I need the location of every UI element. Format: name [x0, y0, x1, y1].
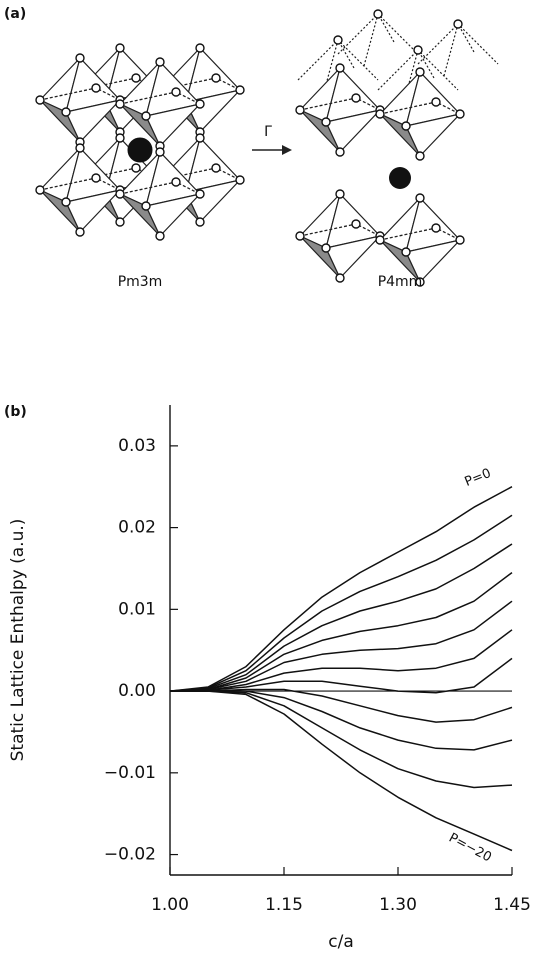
y-axis-label: Static Lattice Enthalpy (a.u.) [8, 519, 28, 762]
y-tick-label: 0.01 [118, 599, 156, 619]
annotation: P=−20 [446, 831, 494, 866]
y-tick-label: −0.01 [104, 763, 156, 783]
curve [169, 543, 513, 692]
curve [169, 600, 513, 692]
curve [170, 690, 513, 789]
x-tick-label: 1.00 [151, 895, 189, 915]
panel-label: (b) [4, 404, 27, 420]
y-tick-label: −0.02 [104, 845, 156, 865]
annotation: P=0 [463, 466, 494, 490]
arrow-label: Γ [264, 124, 272, 140]
cubic-structure [35, 43, 245, 241]
x-tick-label: 1.15 [265, 895, 303, 915]
curve [170, 690, 513, 751]
x-axis-label: c/a [328, 932, 354, 952]
curve [169, 657, 513, 694]
arrow-head [282, 145, 292, 155]
curve [170, 688, 513, 723]
structure-label: P4mm [378, 274, 423, 290]
curve [169, 486, 513, 692]
y-tick-label: 0.00 [118, 681, 156, 701]
curve [170, 690, 513, 852]
x-tick-label: 1.30 [379, 895, 417, 915]
tetragonal-structure [295, 9, 499, 287]
curve [169, 572, 513, 692]
y-tick-label: 0.03 [118, 436, 156, 456]
curve [169, 514, 513, 692]
structure-label: Pm3m [118, 274, 163, 290]
panel-label: (a) [4, 6, 26, 22]
curve [169, 629, 513, 692]
y-tick-label: 0.02 [118, 518, 156, 538]
x-tick-label: 1.45 [493, 895, 531, 915]
